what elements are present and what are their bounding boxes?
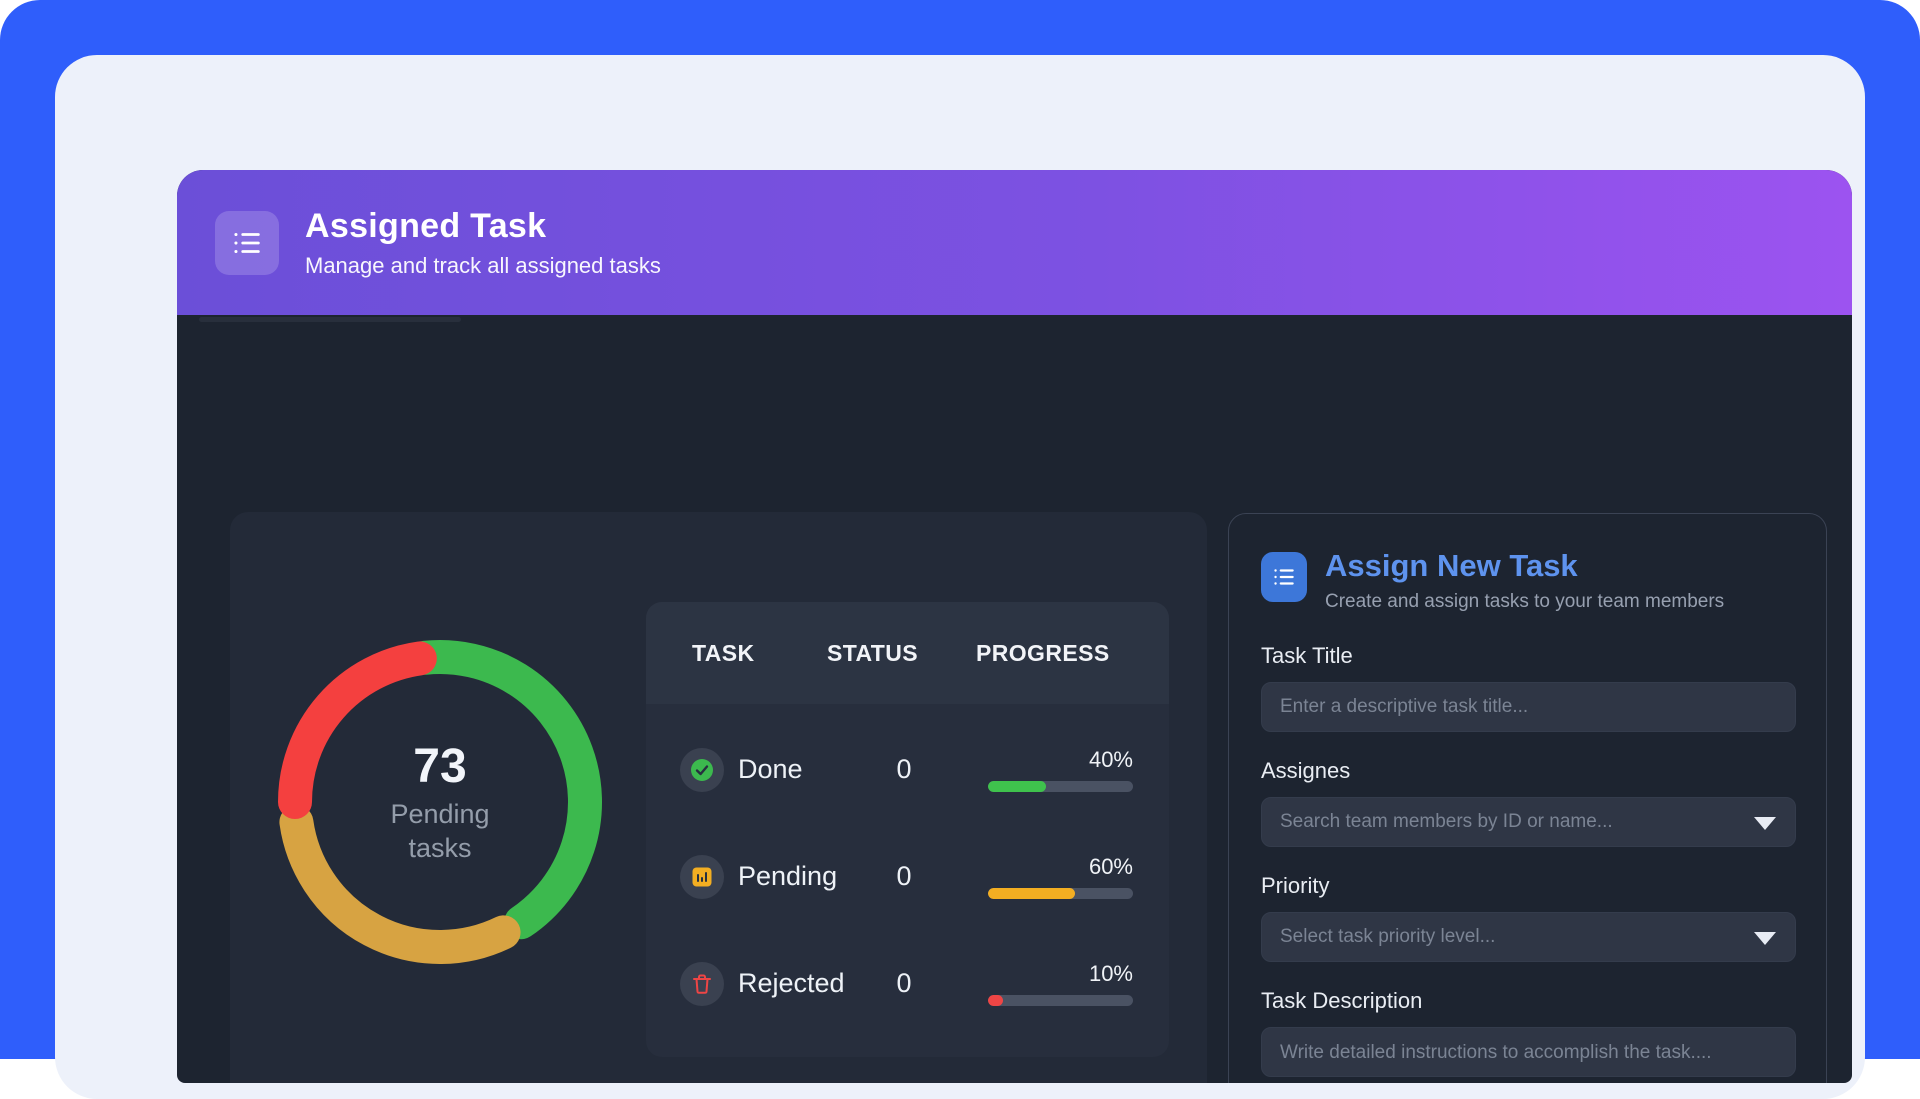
progress-bar-fill	[988, 888, 1075, 899]
priority-field: Priority	[1261, 873, 1796, 962]
progress-bar	[988, 781, 1133, 792]
window-body: 73 Pending tasks TASK STATUS PROGRES	[177, 315, 1852, 1083]
check-circle-icon	[680, 747, 724, 792]
progress-bar-fill	[988, 995, 1003, 1006]
trash-icon	[680, 961, 724, 1006]
bar-chart-icon	[680, 854, 724, 899]
progress-bar-fill	[988, 781, 1046, 792]
progress-percent: 10%	[1088, 961, 1133, 986]
page-subtitle: Manage and track all assigned tasks	[305, 252, 661, 278]
rejected-donut-segment	[278, 641, 437, 819]
app-header-text: Assigned Task Manage and track all assig…	[305, 207, 661, 279]
task-list-icon	[215, 210, 279, 275]
task-status-count: 0	[896, 754, 912, 784]
task-title-input[interactable]	[1261, 682, 1796, 732]
progress-cell: 60%	[988, 854, 1133, 899]
done-donut-segment	[407, 640, 602, 940]
donut-chart-svg	[278, 640, 602, 964]
task-description-textarea[interactable]	[1261, 1027, 1796, 1077]
app-header: Assigned Task Manage and track all assig…	[177, 170, 1852, 315]
task-description-field: Task Description	[1261, 988, 1796, 1082]
page-title: Assigned Task	[305, 206, 547, 245]
task-title-field: Task Title	[1261, 643, 1796, 732]
pending-donut-segment	[279, 805, 521, 964]
task-list-icon	[1261, 552, 1307, 602]
table-row-rejected[interactable]: Rejected 0 10%	[646, 930, 1169, 1037]
form-header-text: Assign New Task Create and assign tasks …	[1325, 548, 1724, 613]
table-row-done[interactable]: Done 0 40%	[646, 716, 1169, 823]
table-rows: Done 0 40%	[646, 704, 1169, 1057]
task-status-count: 0	[896, 968, 912, 998]
progress-bar	[988, 888, 1133, 899]
assignes-field: Assignes	[1261, 758, 1796, 847]
donut-center-text: 73 Pending tasks	[270, 632, 610, 972]
progress-percent: 60%	[1088, 854, 1133, 879]
pending-tasks-donut-chart: 73 Pending tasks	[270, 632, 610, 972]
progress-cell: 10%	[988, 961, 1133, 1006]
form-title: Assign New Task	[1325, 548, 1578, 583]
task-stats-card: 73 Pending tasks TASK STATUS PROGRES	[230, 512, 1207, 1083]
form-subtitle: Create and assign tasks to your team mem…	[1325, 591, 1725, 612]
table-row-pending[interactable]: Pending 0 60%	[646, 823, 1169, 930]
column-progress: PROGRESS	[976, 639, 1110, 666]
task-status-table: TASK STATUS PROGRESS	[646, 602, 1169, 1057]
task-description-label: Task Description	[1261, 988, 1423, 1013]
column-task: TASK	[692, 639, 755, 666]
inner-white-frame: Assigned Task Manage and track all assig…	[55, 55, 1865, 1099]
progress-bar	[988, 995, 1133, 1006]
task-name: Rejected	[738, 968, 845, 998]
assign-new-task-panel: Assign New Task Create and assign tasks …	[1228, 513, 1827, 1083]
form-header: Assign New Task Create and assign tasks …	[1261, 548, 1796, 613]
table-header: TASK STATUS PROGRESS	[646, 602, 1169, 704]
priority-label: Priority	[1261, 873, 1330, 898]
task-title-label: Task Title	[1261, 643, 1353, 668]
column-status: STATUS	[827, 639, 918, 666]
assignes-label: Assignes	[1261, 758, 1351, 783]
progress-percent: 40%	[1088, 747, 1133, 772]
pending-label: Pending tasks	[390, 798, 490, 863]
app-window: Assigned Task Manage and track all assig…	[177, 170, 1852, 1083]
assignes-search-input[interactable]	[1261, 797, 1796, 847]
progress-cell: 40%	[988, 747, 1133, 792]
pending-count: 73	[413, 739, 467, 793]
task-status-count: 0	[896, 861, 912, 891]
task-name: Pending	[738, 861, 838, 891]
horizontal-scrollbar-thumb[interactable]	[199, 317, 461, 322]
priority-select[interactable]	[1261, 912, 1796, 962]
task-name: Done	[738, 754, 803, 784]
